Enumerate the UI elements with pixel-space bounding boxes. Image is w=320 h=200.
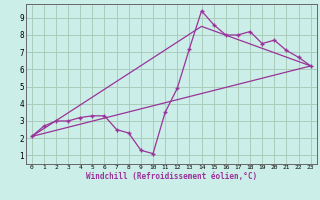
X-axis label: Windchill (Refroidissement éolien,°C): Windchill (Refroidissement éolien,°C) bbox=[86, 172, 257, 181]
